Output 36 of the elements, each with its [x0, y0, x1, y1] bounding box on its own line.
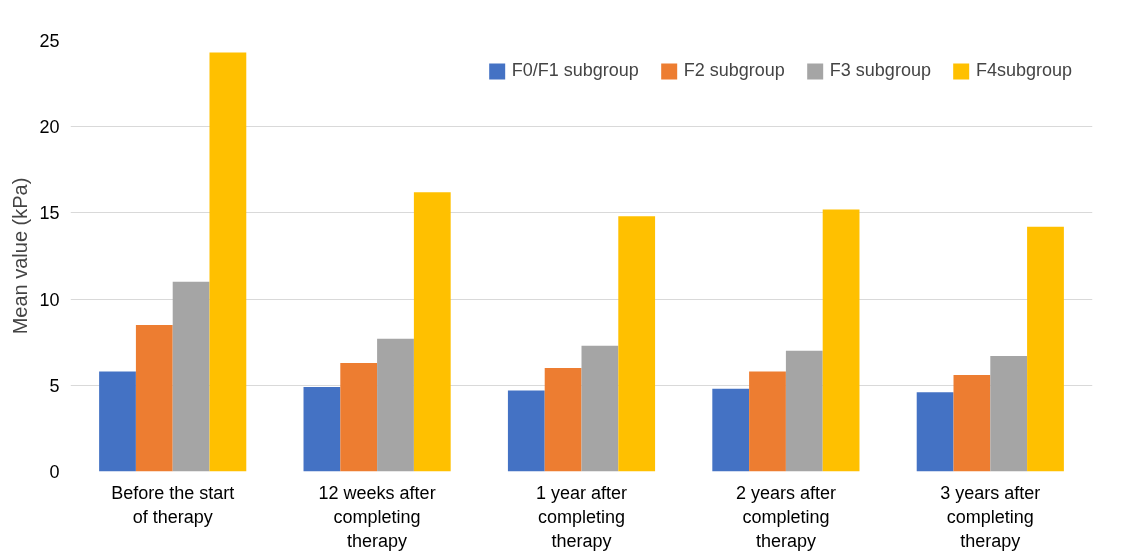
y-tick-label: 20 — [39, 117, 60, 138]
y-tick-label: 5 — [49, 375, 60, 396]
bar — [953, 374, 991, 472]
bar — [209, 52, 247, 472]
x-tick-label: 12 weeks after completing therapy — [318, 482, 436, 551]
x-tick-label: 1 year after completing therapy — [535, 482, 628, 551]
bar — [99, 371, 136, 472]
legend-label: F4subgroup — [975, 60, 1072, 81]
bar — [749, 371, 786, 472]
y-tick-label: 0 — [49, 462, 60, 482]
bar — [822, 209, 860, 472]
x-tick-label: 2 years after completing therapy — [735, 482, 836, 551]
y-tick-label: 15 — [39, 203, 60, 224]
bar — [916, 392, 954, 472]
bar — [581, 345, 619, 472]
legend-label: F3 subgroup — [829, 60, 931, 81]
bar — [990, 355, 1028, 472]
bar — [618, 216, 656, 472]
bar — [1027, 226, 1064, 472]
bar — [507, 390, 545, 472]
x-tick-label: 3 years after completing therapy — [940, 482, 1041, 551]
legend-label: F0/F1 subgroup — [511, 60, 639, 81]
bar — [544, 368, 582, 472]
y-tick-label: 25 — [39, 31, 60, 51]
bar — [135, 324, 173, 472]
bar — [377, 338, 414, 472]
bar — [172, 281, 210, 472]
bar — [712, 388, 750, 472]
y-axis-title: Mean value (kPa) — [9, 177, 32, 335]
bar — [785, 350, 823, 472]
y-tick-label: 10 — [39, 289, 60, 310]
x-tick-label: Before the start of therapy — [111, 482, 235, 527]
legend-label: F2 subgroup — [683, 60, 785, 81]
bar — [303, 387, 341, 472]
bar — [340, 362, 378, 472]
bar — [413, 192, 451, 472]
